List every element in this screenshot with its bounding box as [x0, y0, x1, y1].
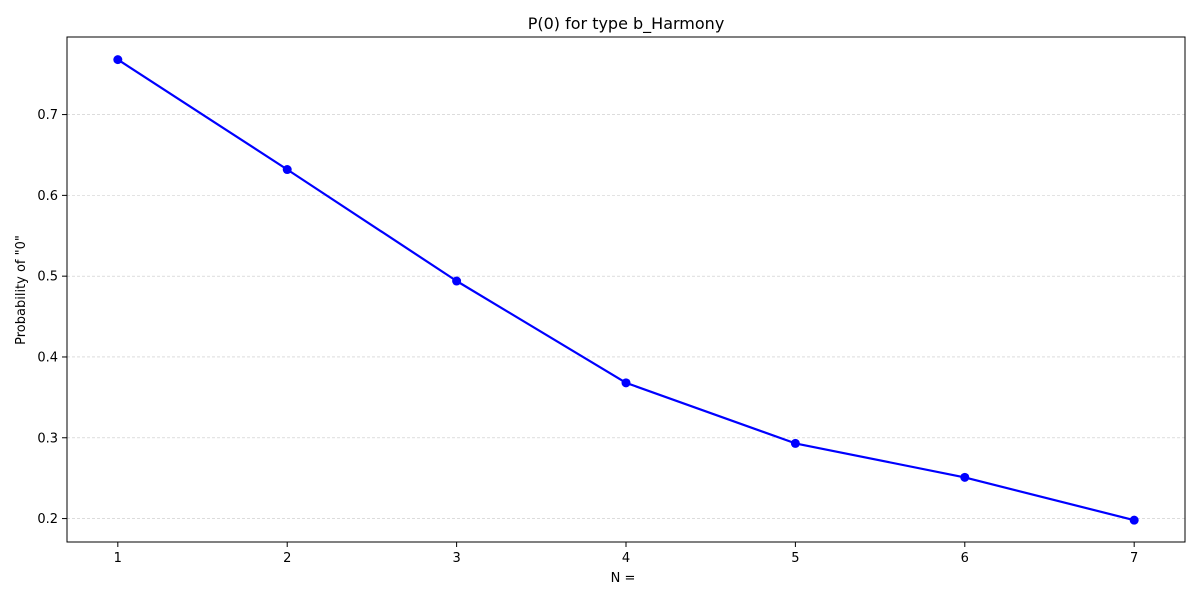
- grid-lines: [67, 114, 1185, 519]
- y-tick-label: 0.2: [37, 512, 58, 527]
- x-tick-label: 5: [791, 551, 799, 566]
- data-point: [621, 378, 631, 388]
- x-tick-label: 2: [283, 551, 291, 566]
- data-point: [1129, 515, 1139, 525]
- x-axis: 1 2 3 4 5 6 7: [114, 542, 1138, 566]
- y-tick-label: 0.4: [37, 350, 58, 365]
- data-point: [282, 165, 292, 175]
- x-tick-label: 6: [961, 551, 969, 566]
- y-axis: 0.2 0.3 0.4 0.5 0.6 0.7: [37, 108, 67, 527]
- x-tick-label: 3: [452, 551, 460, 566]
- y-tick-label: 0.5: [37, 270, 58, 285]
- data-point: [452, 276, 462, 286]
- x-tick-label: 7: [1130, 551, 1138, 566]
- data-point: [960, 472, 970, 482]
- x-axis-label: N =: [611, 571, 636, 586]
- series-layer: [113, 55, 1139, 525]
- x-tick-label: 1: [114, 551, 122, 566]
- y-tick-label: 0.7: [37, 108, 58, 123]
- y-tick-label: 0.6: [37, 189, 58, 204]
- y-axis-label: Probability of "0": [14, 235, 29, 345]
- y-tick-label: 0.3: [37, 431, 58, 446]
- x-tick-label: 4: [622, 551, 630, 566]
- chart-title: P(0) for type b_Harmony: [528, 14, 725, 34]
- data-point: [790, 438, 800, 448]
- data-point: [113, 55, 123, 65]
